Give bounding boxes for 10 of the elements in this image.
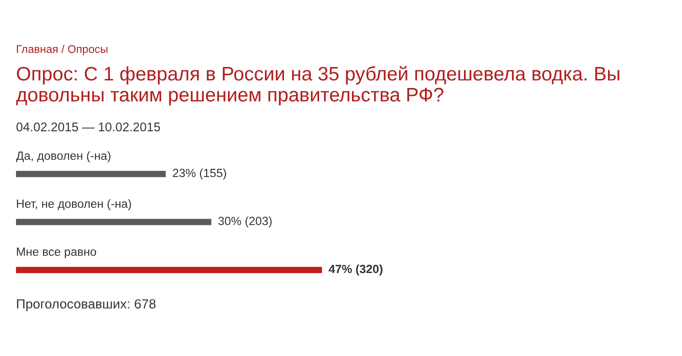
text: Проголосовавших: 678 xyxy=(17,299,156,312)
chart-subtitle: 04.02.2015 — 10.02.2015 xyxy=(16,122,160,132)
y-tick-label: Да, доволен (-на) xyxy=(16,151,110,162)
data-label: 23% (155) xyxy=(172,168,226,180)
y-tick-label: Мне все равно xyxy=(16,248,96,258)
data-label: 47% (320) xyxy=(328,264,382,276)
data-label: 30% (203) xyxy=(218,216,272,228)
y-tick-label: Нет, не доволен (-на) xyxy=(16,199,132,210)
chart-title: Опрос: С 1 февраля в России на 35 рублей подешевела водка. Вы довольны таким решением правительства РФ? xyxy=(16,66,620,106)
text: Главная / Опросы xyxy=(16,44,108,56)
